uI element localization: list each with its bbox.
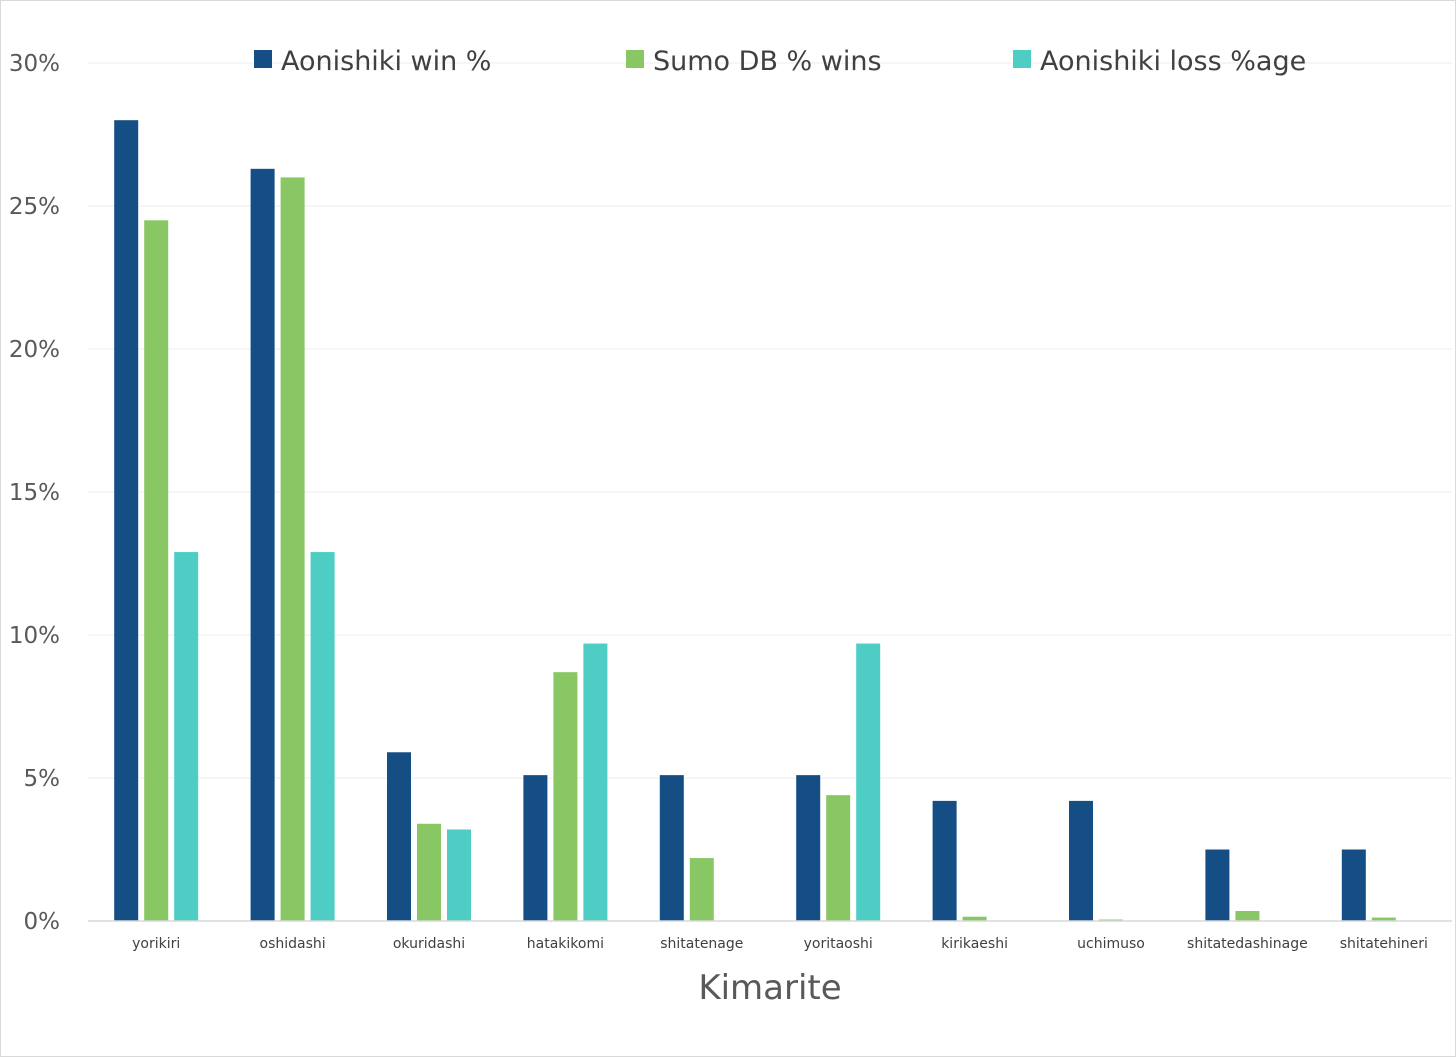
x-axis-title: Kimarite [698, 968, 841, 1008]
bar-oshidashi-series-2 [280, 177, 305, 921]
x-tick-label: uchimuso [1077, 936, 1145, 952]
x-tick-label: hatakikomi [527, 936, 604, 952]
bar-shitatenage-series-2 [689, 858, 714, 921]
y-axis-ticks: 0% 5% 10% 15% 20% 25% 30% [9, 51, 60, 935]
legend-swatch [626, 50, 644, 68]
bar-shitatedashinage-series-1 [1205, 849, 1230, 921]
bar-kirikaeshi-series-2 [962, 916, 987, 921]
x-tick-label: okuridashi [393, 936, 465, 952]
x-tick-label: kirikaeshi [941, 936, 1008, 952]
legend-swatch [254, 50, 272, 68]
x-tick-label: shitatenage [660, 936, 743, 952]
bar-yoritaoshi-series-3 [856, 643, 881, 921]
bar-yorikiri-series-1 [114, 120, 139, 921]
y-tick-label: 25% [9, 194, 60, 220]
legend: Aonishiki win % Sumo DB % wins Aonishiki l… [254, 46, 1306, 77]
x-tick-label: yorikiri [132, 936, 180, 952]
bar-yorikiri-series-2 [144, 220, 169, 922]
y-tick-label: 20% [9, 337, 60, 363]
bar-yoritaoshi-series-1 [796, 775, 821, 921]
x-tick-label: oshidashi [260, 936, 326, 952]
legend-label: Sumo DB % wins [653, 46, 882, 77]
legend-label: Aonishiki loss %age [1040, 46, 1306, 77]
bar-hatakikomi-series-2 [553, 672, 578, 921]
y-tick-label: 0% [24, 909, 61, 935]
bar-uchimuso-series-1 [1069, 800, 1093, 921]
x-axis-ticks: yorikiri oshidashi okuridashi hatakikomi shi… [132, 936, 1428, 952]
bar-shitatedashinage-series-2 [1235, 910, 1260, 921]
bar-shitatehineri-series-2 [1371, 917, 1396, 921]
y-tick-label: 10% [9, 623, 60, 649]
bar-oshidashi-series-1 [250, 168, 275, 921]
bar-okuridashi-series-2 [417, 823, 441, 921]
y-tick-label: 5% [24, 766, 61, 792]
legend-label: Aonishiki win % [281, 46, 491, 77]
bar-kirikaeshi-series-1 [932, 800, 957, 921]
bar-yoritaoshi-series-2 [826, 795, 851, 921]
y-tick-label: 30% [9, 51, 60, 77]
bar-shitatenage-series-1 [659, 775, 684, 921]
bar-yorikiri-series-3 [174, 552, 199, 921]
bar-hatakikomi-series-1 [523, 775, 548, 921]
bar-oshidashi-series-3 [310, 552, 335, 921]
bar-okuridashi-series-1 [387, 752, 411, 921]
bar-okuridashi-series-3 [447, 829, 471, 921]
bars [114, 120, 1396, 922]
bar-shitatehineri-series-1 [1341, 849, 1366, 921]
y-tick-label: 15% [9, 480, 60, 506]
legend-swatch [1013, 50, 1031, 68]
bar-hatakikomi-series-3 [583, 643, 608, 921]
x-tick-label: shitatehineri [1340, 936, 1428, 952]
x-tick-label: yoritaoshi [804, 936, 873, 952]
x-tick-label: shitatedashinage [1187, 936, 1308, 952]
